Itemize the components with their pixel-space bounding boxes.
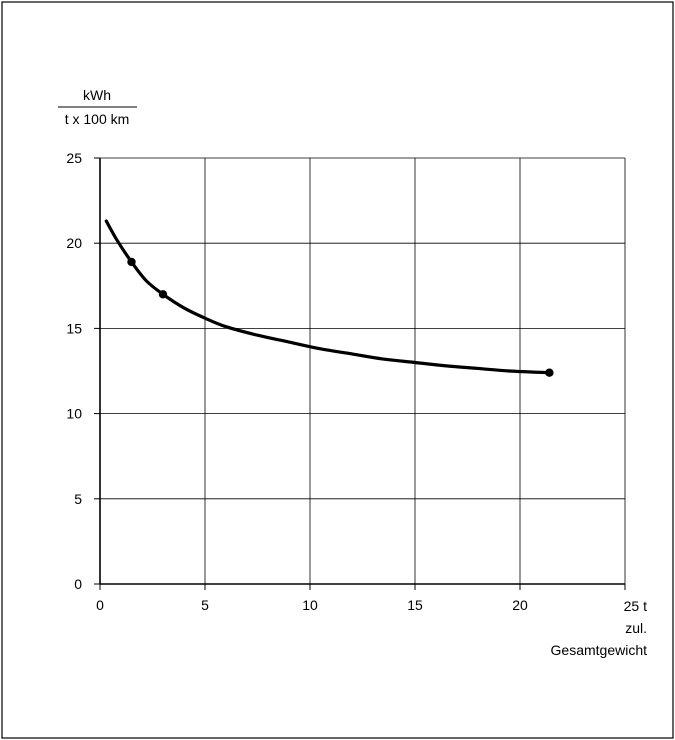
x-tick-label: 10 bbox=[302, 597, 318, 613]
x-axis-label-line-2: Gesamtgewicht bbox=[551, 642, 648, 658]
y-tick-labels: 0 5 10 15 20 25 bbox=[66, 150, 82, 592]
x-axis-label-line-1: zul. bbox=[625, 620, 647, 636]
y-tick-label: 15 bbox=[66, 320, 82, 336]
y-tick-label: 0 bbox=[74, 576, 82, 592]
y-tick-label: 10 bbox=[66, 406, 82, 422]
data-point-marker bbox=[545, 368, 554, 377]
y-axis-unit-numerator: kWh bbox=[83, 87, 111, 103]
data-point-marker bbox=[127, 257, 136, 267]
y-tick-label: 25 bbox=[66, 150, 82, 166]
y-tick-label: 20 bbox=[66, 235, 82, 251]
axes bbox=[94, 157, 626, 590]
y-tick-label: 5 bbox=[74, 491, 82, 507]
x-tick-label: 0 bbox=[96, 597, 104, 613]
series-group bbox=[104, 219, 554, 377]
series-line bbox=[104, 219, 551, 375]
x-tick-labels: 0 5 10 15 20 bbox=[96, 597, 528, 613]
data-point-marker bbox=[158, 290, 168, 299]
x-tick-label: 15 bbox=[407, 597, 423, 613]
grid bbox=[100, 157, 626, 584]
x-axis-label-unit: 25 t bbox=[624, 598, 647, 614]
x-tick-label: 20 bbox=[512, 597, 528, 613]
y-axis-unit-denominator: t x 100 km bbox=[65, 111, 130, 127]
x-tick-label: 5 bbox=[201, 597, 209, 613]
